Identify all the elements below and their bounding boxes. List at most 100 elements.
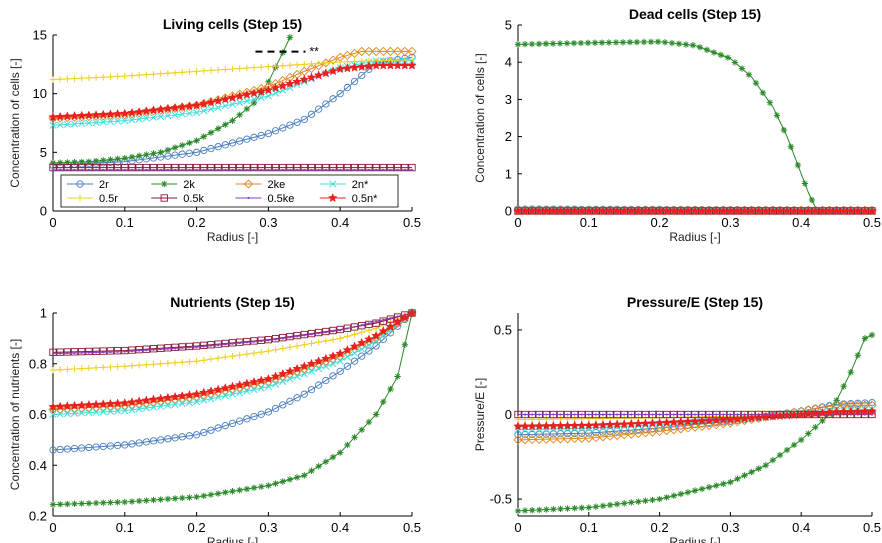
data-point <box>221 392 229 400</box>
data-point <box>145 349 148 352</box>
data-point <box>279 345 286 352</box>
data-point <box>672 413 675 416</box>
legend-entry: 0.5n* <box>319 192 378 205</box>
y-tick-label: 0 <box>40 204 47 219</box>
data-point <box>92 347 100 355</box>
data-point <box>628 499 635 506</box>
data-point <box>267 339 270 342</box>
series-line <box>52 65 412 118</box>
data-point <box>78 500 85 507</box>
data-point <box>279 377 287 386</box>
data-point <box>724 54 732 61</box>
data-point <box>156 396 166 406</box>
data-point <box>80 351 83 354</box>
data-point <box>342 344 353 355</box>
data-point <box>100 499 107 507</box>
data-point <box>120 398 130 408</box>
data-point <box>206 386 216 396</box>
data-point <box>252 168 256 172</box>
data-point <box>288 336 292 339</box>
legend-swatch-marker <box>243 179 254 189</box>
data-point <box>299 74 310 84</box>
data-point <box>371 46 381 57</box>
data-point <box>292 363 302 373</box>
x-tick-label: 0.5 <box>863 215 881 230</box>
data-point <box>642 497 649 504</box>
data-point <box>157 402 165 410</box>
data-point <box>121 117 129 125</box>
data-point <box>121 407 129 415</box>
x-tick-label: 0.3 <box>259 215 277 230</box>
data-point <box>173 347 177 350</box>
data-point <box>188 346 191 349</box>
legend-swatch-marker <box>247 196 250 200</box>
data-point <box>106 407 114 416</box>
data-point <box>171 111 179 119</box>
data-point <box>185 109 193 117</box>
data-point <box>689 42 697 49</box>
data-point <box>299 361 310 371</box>
legend-entry: 2ke <box>235 179 285 191</box>
data-point <box>202 168 205 172</box>
data-point <box>608 413 612 416</box>
data-point <box>315 338 322 346</box>
data-point <box>92 499 100 507</box>
data-point <box>271 404 280 413</box>
data-point <box>179 359 186 366</box>
data-point <box>353 168 356 172</box>
data-point <box>200 146 208 155</box>
data-point <box>623 413 626 416</box>
data-point <box>317 332 320 335</box>
data-point <box>364 46 374 57</box>
data-point <box>339 329 342 332</box>
data-point <box>179 69 186 76</box>
data-point <box>49 446 57 454</box>
data-point <box>71 365 78 373</box>
data-point <box>222 66 229 73</box>
y-tick-label: 0.8 <box>29 356 47 371</box>
data-point <box>123 350 126 353</box>
legend-swatch-marker <box>161 180 168 188</box>
data-point <box>773 112 781 119</box>
data-point <box>128 362 136 369</box>
data-point <box>56 366 64 373</box>
data-point <box>224 168 227 172</box>
data-point <box>656 495 663 503</box>
data-point <box>192 431 201 439</box>
data-point <box>703 46 711 54</box>
data-point <box>300 115 308 124</box>
data-point <box>127 107 137 117</box>
x-axis-label: Radius [-] <box>207 535 258 543</box>
data-point <box>85 74 93 82</box>
data-point <box>164 344 172 352</box>
data-point <box>250 95 258 103</box>
data-point <box>286 476 294 483</box>
data-point <box>107 73 114 80</box>
y-tick-label: -0.5 <box>490 492 512 507</box>
data-point <box>392 60 403 70</box>
data-point <box>252 340 256 343</box>
data-point <box>626 429 636 439</box>
data-point <box>55 404 65 414</box>
x-tick-label: 0 <box>514 215 521 230</box>
legend-label: 2k <box>183 179 195 191</box>
data-point <box>279 401 287 409</box>
data-point <box>396 168 399 172</box>
data-point <box>178 400 186 408</box>
data-point <box>329 336 337 343</box>
data-point <box>228 339 237 347</box>
data-point <box>265 78 272 86</box>
data-point <box>195 345 198 349</box>
data-point <box>193 108 201 116</box>
data-point <box>665 413 668 416</box>
data-point <box>654 426 665 437</box>
legend-box <box>60 174 399 208</box>
data-point <box>250 64 258 71</box>
data-point <box>234 380 245 390</box>
data-point <box>372 411 380 418</box>
data-point <box>171 400 179 409</box>
data-point <box>293 61 301 69</box>
data-point <box>308 467 315 475</box>
data-point <box>321 353 331 363</box>
data-point <box>63 120 71 128</box>
